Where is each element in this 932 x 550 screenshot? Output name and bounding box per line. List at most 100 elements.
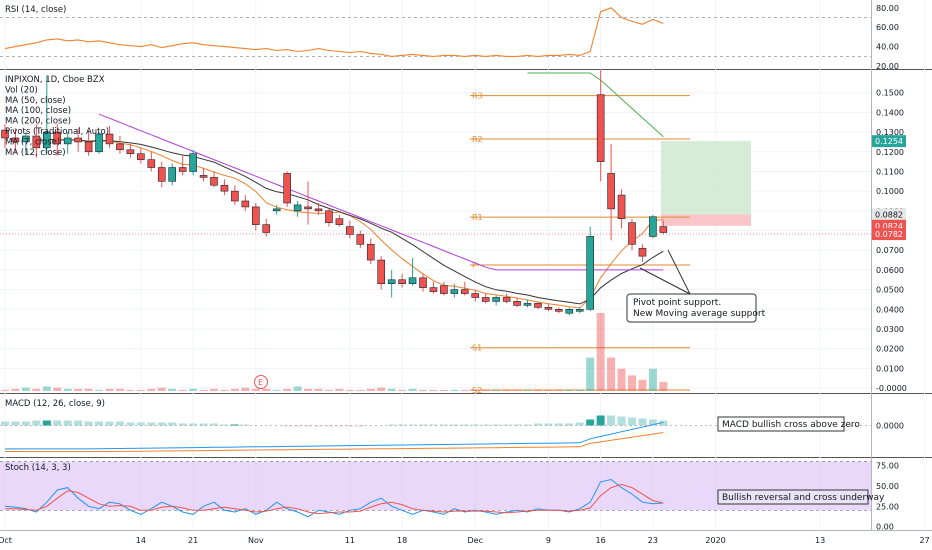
volume-bar	[596, 313, 605, 391]
candle-body	[523, 303, 532, 306]
candle-body	[408, 277, 417, 284]
macd-histogram-bar	[63, 420, 72, 426]
candle-body	[586, 236, 595, 310]
stoch-annotation[interactable]: Bullish reversal and cross underway	[717, 489, 885, 505]
candle-body	[429, 287, 438, 292]
price-tick-label: 0.1000	[876, 187, 904, 196]
pivot-label-s1: S1	[472, 344, 482, 353]
pivot-support-callout[interactable]: Pivot point support. New Moving average …	[626, 249, 766, 323]
candle-body	[199, 175, 208, 178]
volume-bar	[314, 388, 323, 391]
candle-body	[272, 208, 281, 212]
macd-histogram-bar	[220, 424, 229, 426]
volume-bar	[617, 368, 626, 391]
candle-body	[628, 222, 636, 245]
time-tick-label: 9	[546, 536, 551, 545]
volume-bar	[115, 388, 124, 391]
macd-histogram-bar	[502, 424, 511, 426]
macd-annotation[interactable]: MACD bullish cross above zero	[717, 416, 860, 432]
macd-histogram-bar	[304, 425, 313, 427]
macd-histogram-bar	[84, 421, 93, 426]
volume-bar	[439, 389, 448, 391]
candle-body	[252, 206, 260, 225]
candle-body	[178, 167, 187, 172]
macd-histogram-bar	[11, 421, 20, 426]
macd-histogram-bar	[533, 423, 542, 426]
earnings-label: E	[258, 378, 263, 387]
stoch-panel[interactable]	[0, 461, 871, 518]
price-tag	[872, 228, 906, 241]
price-legend-line: MA (100, close)	[5, 106, 71, 116]
earnings-circle[interactable]	[254, 375, 268, 389]
price-legend-line: Pivots (Traditional, Auto)	[5, 127, 109, 137]
macd-histogram-bar	[293, 425, 302, 427]
macd-panel[interactable]	[0, 415, 871, 452]
candle-body	[210, 177, 218, 186]
candle-body	[84, 141, 93, 153]
volume-bar	[74, 388, 83, 391]
macd-histogram-bar	[356, 425, 365, 427]
candle-body	[596, 94, 605, 162]
candle-body	[262, 224, 271, 233]
callout-box[interactable]	[626, 293, 757, 323]
candle-body	[638, 247, 647, 257]
candle-body	[231, 190, 239, 202]
price-legend-line: Vol (20)	[5, 85, 38, 95]
volume-bar	[63, 388, 72, 391]
macd-histogram-bar	[565, 423, 574, 426]
volume-bar	[32, 388, 41, 391]
macd-histogram-bar	[596, 415, 605, 426]
candle-body	[105, 133, 114, 145]
price-tick-label: 0.1500	[876, 89, 904, 98]
candle-body	[575, 308, 584, 312]
macd-histogram-bar	[554, 423, 563, 426]
rsi-line	[4, 7, 664, 57]
candle-body	[534, 303, 542, 308]
macd-signal-line	[5, 432, 664, 452]
long-position-tool[interactable]	[661, 141, 751, 226]
time-tick-label: 21	[188, 536, 198, 545]
volume-bar	[523, 389, 532, 391]
stoch-legend[interactable]: Stoch (14, 3, 3)	[5, 463, 71, 473]
price-tick-label: 0.0500	[876, 286, 904, 295]
volume-bar	[335, 388, 344, 391]
rsi-panel[interactable]	[0, 7, 871, 57]
callout-pointer-line-2	[639, 267, 691, 295]
price-tick-label: 0.0200	[876, 345, 904, 354]
volume-bar	[199, 389, 208, 391]
volume-bar	[21, 387, 30, 391]
volume-bar	[241, 387, 250, 391]
candlesticks[interactable]	[1, 69, 668, 316]
macd-histogram-bar	[74, 420, 83, 426]
volume-bar	[554, 389, 563, 391]
rsi-tick-label: 80.00	[876, 4, 899, 13]
price-tick-label: 0.1400	[876, 108, 904, 117]
candle-body	[168, 167, 176, 182]
macd-legend[interactable]: MACD (12, 26, close, 9)	[5, 399, 105, 409]
macd-histogram-bar	[168, 422, 177, 426]
stoch-annotation-box[interactable]	[717, 489, 869, 505]
macd-histogram-bar	[53, 420, 62, 426]
candle-body	[555, 308, 563, 312]
candle-body	[502, 297, 511, 302]
volume-bar	[377, 387, 386, 391]
time-tick-label: 18	[397, 536, 407, 545]
volume-bar	[230, 388, 239, 391]
rsi-legend[interactable]: RSI (14, close)	[5, 5, 66, 15]
candle-body	[356, 234, 365, 245]
candle-body	[649, 216, 657, 237]
time-axis[interactable]: Oct 14 21 Nov 11 18 Dec 9 16 23 2020 13 27	[0, 536, 930, 545]
macd-histogram-bar	[157, 422, 166, 426]
earnings-marker[interactable]: E	[254, 375, 268, 389]
price-legend-line: MA (12, close)	[5, 148, 66, 158]
price-scale[interactable]: 80.0060.0040.0020.000.15000.14000.13000.…	[0, 4, 907, 532]
pivot-label-r3: R3	[472, 92, 483, 101]
volume-bar	[659, 382, 668, 391]
macd-annotation-box[interactable]	[717, 416, 845, 432]
candle-body	[157, 167, 166, 182]
volume-bar	[408, 388, 417, 391]
macd-histogram-bar	[513, 424, 522, 426]
